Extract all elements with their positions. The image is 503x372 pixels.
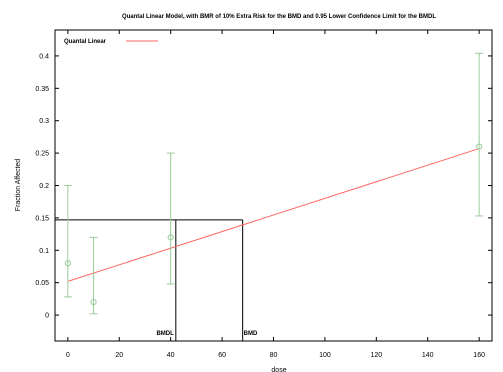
y-tick-label: 0.35 bbox=[35, 86, 49, 93]
model-line-group bbox=[67, 148, 480, 282]
x-tick-label: 0 bbox=[66, 352, 70, 359]
model-line bbox=[67, 148, 480, 282]
bmdl-label: BMDL bbox=[156, 331, 174, 337]
y-axis-title: Fraction Affected bbox=[15, 159, 22, 212]
x-tick-label: 40 bbox=[167, 352, 175, 359]
x-tick-label: 80 bbox=[270, 352, 278, 359]
legend-label: Quantal Linear bbox=[64, 39, 107, 45]
bmd-label: BMD bbox=[244, 331, 258, 337]
x-axis-ticks: 0 20 40 60 80 100 120 140 160 bbox=[66, 30, 485, 359]
data-point bbox=[63, 185, 72, 298]
x-tick-label: 20 bbox=[115, 352, 123, 359]
y-tick-label: 0.05 bbox=[35, 280, 49, 287]
y-tick-label: 0.2 bbox=[39, 183, 49, 190]
data-point-marker bbox=[64, 260, 71, 267]
y-tick-label: 0.15 bbox=[35, 215, 49, 222]
x-tick-label: 120 bbox=[370, 352, 382, 359]
x-axis-title: dose bbox=[271, 367, 286, 372]
x-tick-label: 100 bbox=[319, 352, 331, 359]
x-tick-label: 140 bbox=[422, 352, 434, 359]
y-tick-label: 0 bbox=[45, 313, 49, 320]
x-tick-label: 60 bbox=[218, 352, 226, 359]
data-point-marker bbox=[167, 234, 174, 241]
data-point-marker bbox=[476, 143, 483, 150]
chart-title: Quantal Linear Model, with BMR of 10% Ex… bbox=[122, 14, 436, 20]
x-tick-label: 160 bbox=[473, 352, 485, 359]
y-axis-ticks: 0 0.05 0.1 0.15 0.2 0.25 0.3 0.35 0.4 bbox=[35, 53, 492, 320]
data-point bbox=[166, 152, 175, 285]
y-tick-label: 0.25 bbox=[35, 151, 49, 158]
legend: Quantal Linear bbox=[64, 39, 158, 45]
data-points-group bbox=[63, 52, 484, 315]
plot-frame bbox=[54, 29, 493, 342]
data-point bbox=[89, 236, 98, 315]
data-point bbox=[475, 52, 484, 217]
data-point-marker bbox=[90, 299, 97, 306]
y-tick-label: 0.1 bbox=[39, 248, 49, 255]
bmd-reference-lines: BMDL BMD bbox=[55, 219, 258, 341]
y-tick-label: 0.4 bbox=[39, 53, 49, 60]
y-tick-label: 0.3 bbox=[39, 118, 49, 125]
